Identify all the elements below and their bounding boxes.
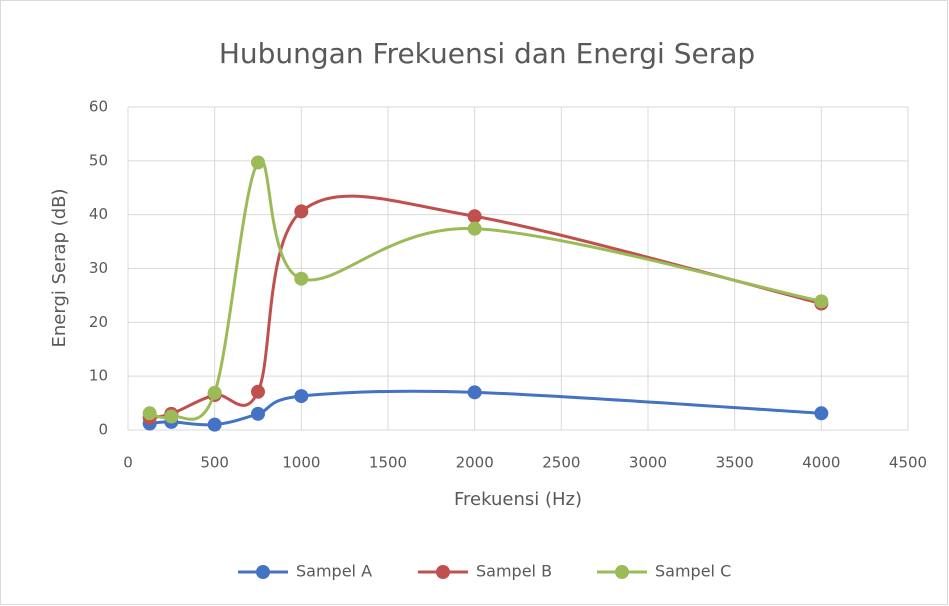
legend-marker (615, 565, 629, 579)
data-point (251, 406, 265, 421)
x-tick-label: 1500 (369, 454, 407, 472)
data-point (467, 221, 482, 236)
series-line (149, 158, 822, 421)
x-tick-label: 500 (200, 454, 229, 472)
x-tick-label: 2000 (456, 454, 494, 472)
data-point (142, 406, 157, 421)
legend-label: Sampel A (296, 562, 372, 581)
y-tick-label: 40 (89, 205, 108, 223)
y-tick-label: 50 (89, 151, 108, 169)
data-point (294, 204, 309, 219)
data-point (207, 385, 222, 400)
chart-title: Hubungan Frekuensi dan Energi Serap (219, 37, 755, 70)
x-tick-label: 4500 (889, 454, 927, 472)
series-line (149, 194, 822, 420)
data-point (294, 389, 309, 404)
data-point (467, 209, 482, 224)
data-point (207, 417, 222, 432)
data-point (294, 271, 309, 286)
legend-label: Sampel C (655, 562, 731, 581)
data-point (251, 384, 265, 399)
data-point (814, 406, 829, 421)
data-point (467, 385, 482, 400)
x-tick-label: 3000 (629, 454, 667, 472)
y-tick-label: 30 (89, 259, 108, 277)
data-point (251, 155, 265, 170)
x-tick-label: 0 (123, 454, 133, 472)
legend-marker (256, 565, 270, 579)
legend-label: Sampel B (476, 562, 552, 581)
y-tick-label: 60 (89, 98, 108, 116)
legend-marker (436, 565, 450, 579)
x-tick-label: 4000 (802, 454, 840, 472)
x-axis-title: Frekuensi (Hz) (454, 489, 582, 510)
data-point (814, 294, 829, 309)
y-axis-title: Energi Serap (dB) (49, 189, 70, 348)
x-tick-label: 1000 (282, 454, 320, 472)
data-point (164, 409, 179, 424)
x-tick-label: 3500 (716, 454, 754, 472)
y-tick-label: 20 (89, 313, 108, 331)
y-tick-label: 0 (98, 421, 108, 439)
y-tick-label: 10 (89, 367, 108, 385)
x-tick-label: 2500 (542, 454, 580, 472)
